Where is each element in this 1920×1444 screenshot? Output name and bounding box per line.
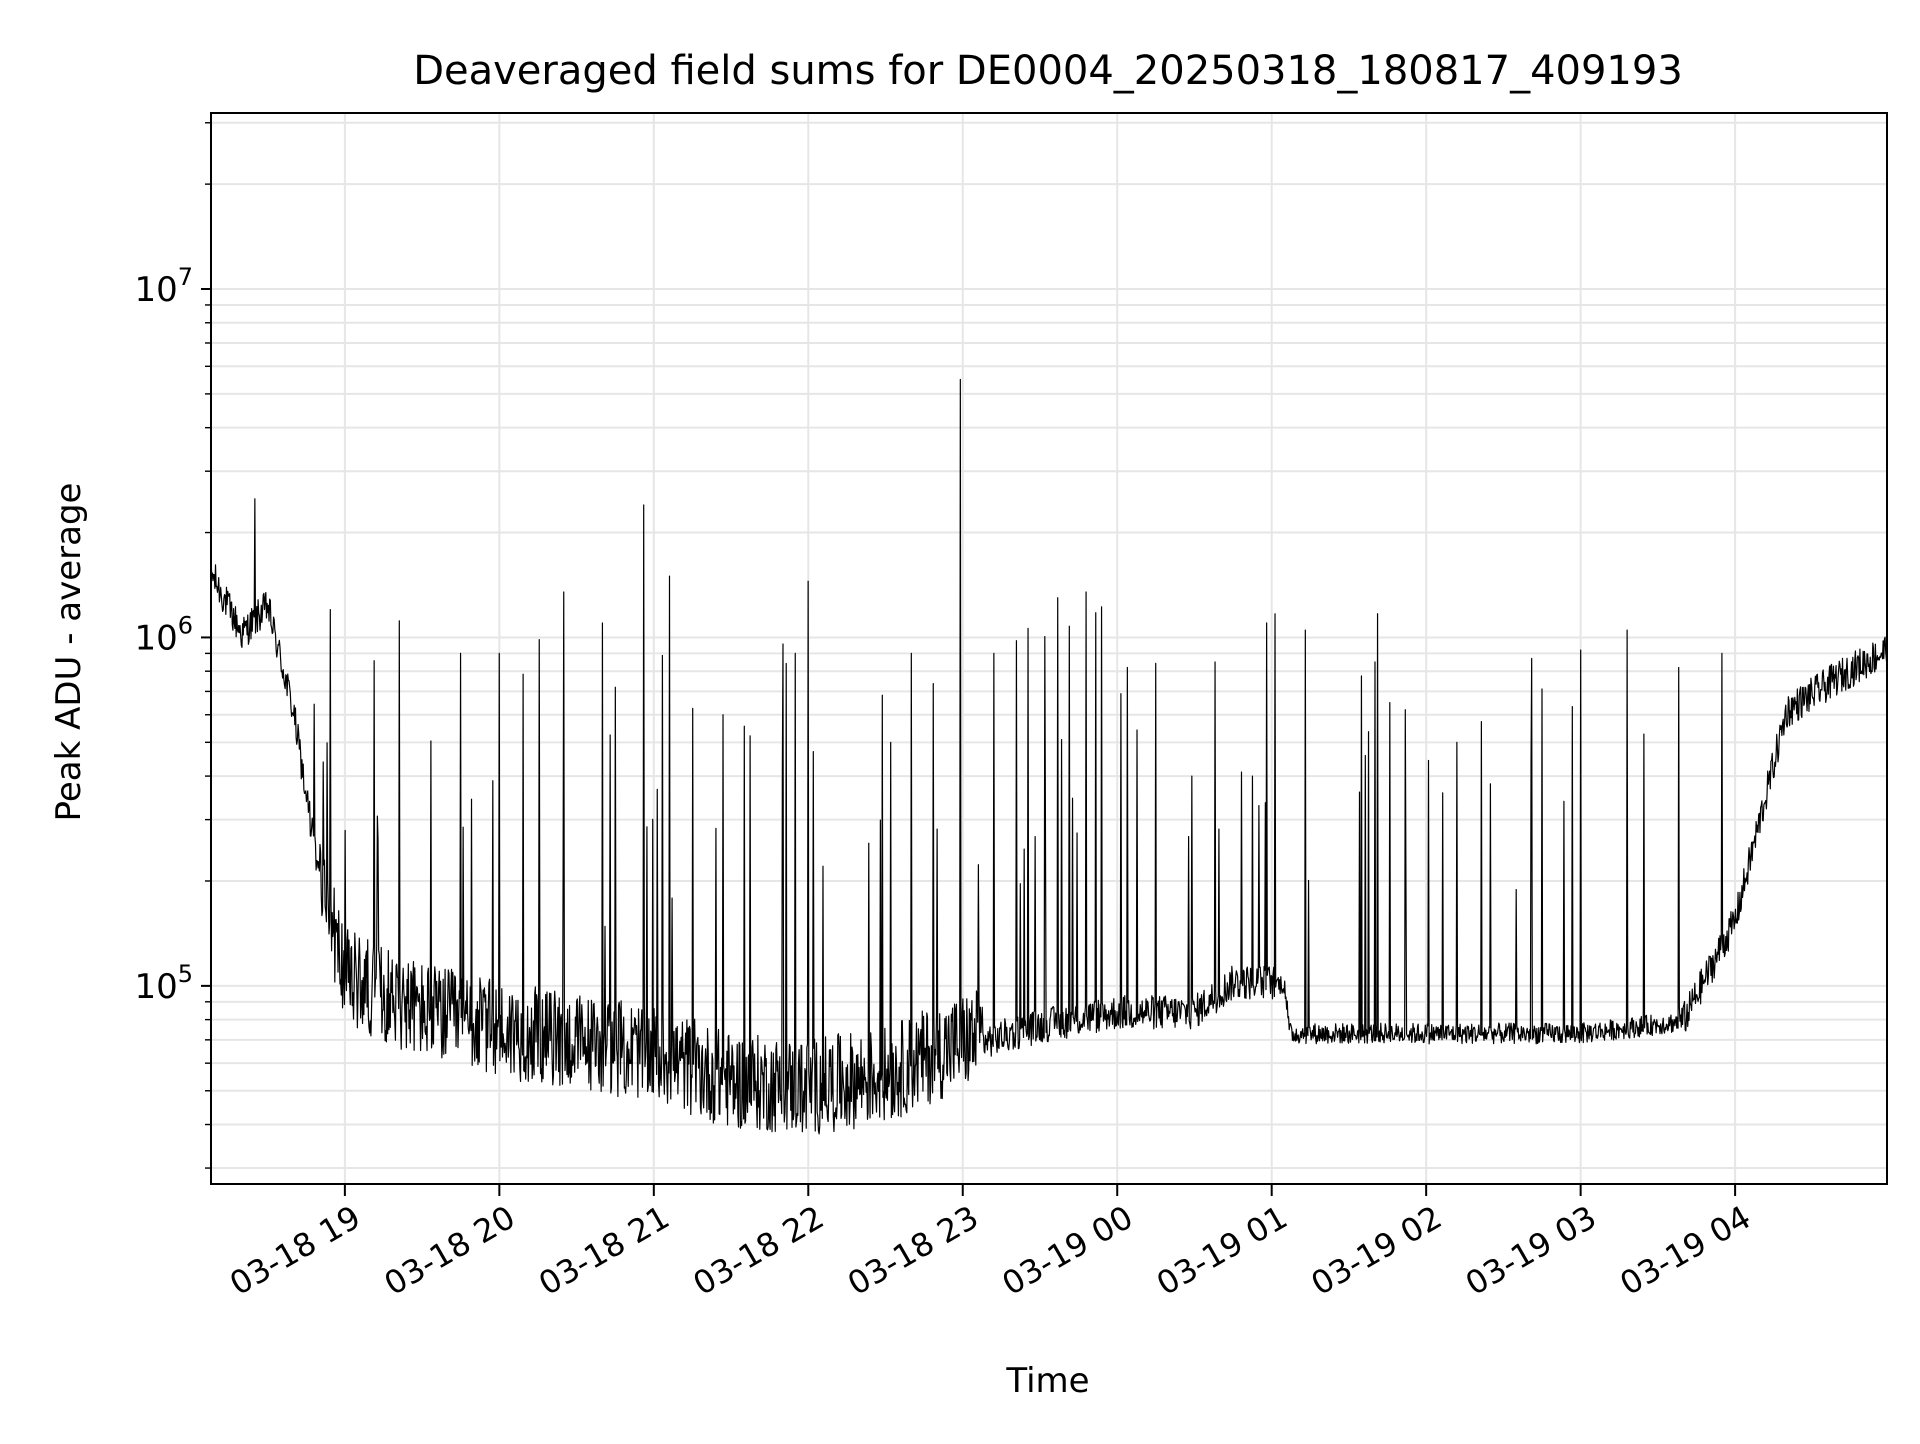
grid [211, 113, 1887, 1184]
plot-frame [210, 112, 1888, 1185]
x-axis-label: Time [1005, 1361, 1089, 1401]
y-axis-label: Peak ADU - average [49, 483, 89, 822]
y-tick-label: 105 [134, 960, 193, 1007]
chart-title: Deaveraged field sums for DE0004_2025031… [413, 48, 1683, 94]
y-tick-label: 107 [134, 263, 193, 310]
y-tick-label: 106 [134, 611, 193, 658]
plot-area [211, 378, 1887, 1135]
series-line [211, 378, 1887, 1135]
y-axis: 105 106 107 [134, 122, 211, 1169]
